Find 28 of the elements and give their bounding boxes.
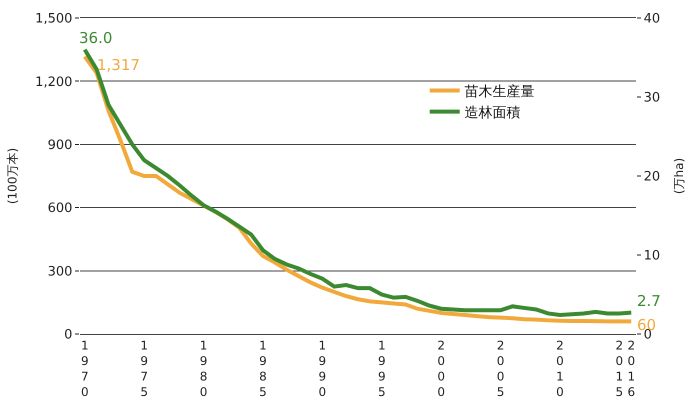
data-label: 2.7: [637, 292, 661, 310]
x-tick-label: 2 0 1 5: [616, 338, 624, 400]
data-label: 36.0: [79, 29, 112, 47]
x-tick-label: 1 9 7 5: [140, 338, 148, 400]
x-tick-label: 1 9 9 5: [378, 338, 386, 400]
legend-label: 造林面積: [464, 105, 521, 122]
y2-tick-label: 30: [644, 90, 660, 106]
y-tick-label: 1,200: [35, 74, 72, 90]
x-tick-label: 2 0 1 6: [627, 338, 636, 400]
y2-tick-label: 40: [644, 12, 660, 27]
x-tick-label: 2 0 0 0: [437, 338, 445, 400]
x-tick-label: 1 9 7 0: [80, 338, 89, 400]
data-label: 1,317: [97, 56, 140, 74]
y-tick-label: 900: [48, 138, 72, 153]
y-tick-label: 0: [64, 328, 72, 343]
y2-axis-title: (万ha): [672, 158, 686, 194]
x-tick-label: 2 0 0 5: [496, 338, 504, 400]
y-tick-label: 600: [48, 201, 72, 216]
x-tick-label: 1 9 9 0: [318, 338, 326, 400]
x-tick-label: 1 9 8 5: [259, 338, 267, 400]
legend-label: 苗木生産量: [464, 84, 535, 100]
y2-tick-label: 20: [644, 170, 660, 185]
x-tick-label: 1 9 8 0: [200, 338, 208, 400]
y-tick-label: 1,500: [35, 12, 72, 27]
y-tick-label: 300: [48, 264, 72, 280]
y2-tick-label: 10: [644, 248, 660, 264]
x-tick-label: 2 0 1 0: [556, 338, 564, 400]
y-axis-title: (100万本): [5, 148, 20, 204]
